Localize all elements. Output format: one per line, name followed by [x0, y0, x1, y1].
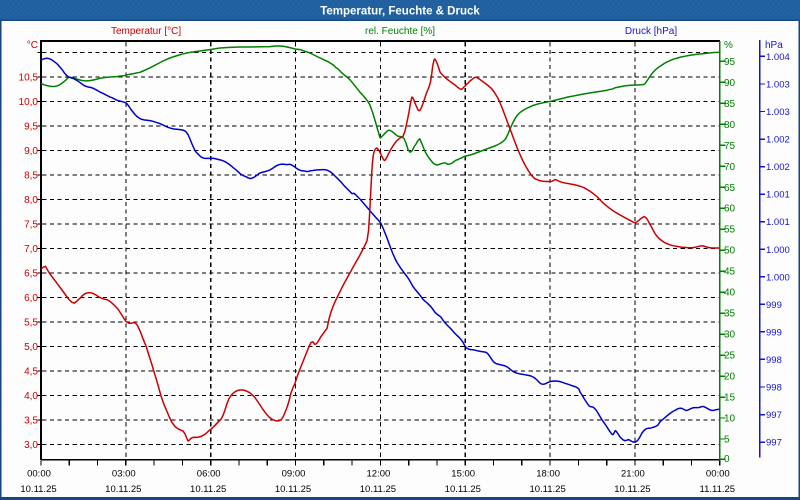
svg-text:9,5: 9,5 [24, 122, 38, 133]
svg-text:6,5: 6,5 [24, 269, 38, 280]
svg-text:999: 999 [766, 327, 782, 338]
svg-text:1.001: 1.001 [766, 217, 790, 228]
svg-text:997: 997 [766, 438, 782, 449]
svg-text:5,5: 5,5 [24, 318, 38, 329]
svg-text:03:00: 03:00 [112, 469, 136, 480]
svg-text:%: % [724, 40, 733, 51]
svg-text:10.11.25: 10.11.25 [20, 484, 56, 495]
svg-text:1.003: 1.003 [766, 107, 790, 118]
svg-text:Temperatur, Feuchte & Druck: Temperatur, Feuchte & Druck [320, 6, 480, 18]
svg-text:4,5: 4,5 [24, 367, 38, 378]
svg-text:10.11.25: 10.11.25 [190, 484, 226, 495]
svg-text:8,5: 8,5 [24, 171, 38, 182]
svg-text:95: 95 [724, 57, 736, 68]
svg-text:5,0: 5,0 [24, 342, 38, 353]
svg-text:40: 40 [724, 288, 736, 299]
svg-text:15: 15 [724, 393, 736, 404]
svg-text:30: 30 [724, 330, 736, 341]
svg-text:1.000: 1.000 [766, 272, 790, 283]
svg-text:60: 60 [724, 204, 736, 215]
svg-text:65: 65 [724, 183, 736, 194]
svg-text:10.11.25: 10.11.25 [105, 484, 141, 495]
svg-text:20: 20 [724, 372, 736, 383]
svg-text:°C: °C [27, 40, 38, 51]
svg-text:25: 25 [724, 351, 736, 362]
svg-text:10,5: 10,5 [19, 73, 39, 84]
svg-text:7,5: 7,5 [24, 220, 38, 231]
svg-text:Temperatur [°C]: Temperatur [°C] [111, 26, 181, 37]
svg-text:10.11.25: 10.11.25 [275, 484, 311, 495]
svg-text:10.11.25: 10.11.25 [529, 484, 565, 495]
svg-text:10: 10 [724, 414, 736, 425]
svg-text:hPa: hPa [765, 40, 783, 51]
svg-text:1.000: 1.000 [766, 245, 790, 256]
svg-text:9,0: 9,0 [24, 146, 38, 157]
svg-text:5: 5 [724, 435, 730, 446]
svg-text:75: 75 [724, 141, 736, 152]
svg-text:1.002: 1.002 [766, 135, 790, 146]
svg-text:09:00: 09:00 [282, 469, 306, 480]
svg-text:11.11.25: 11.11.25 [700, 484, 736, 495]
svg-text:21:00: 21:00 [621, 469, 645, 480]
svg-text:8,0: 8,0 [24, 195, 38, 206]
svg-text:55: 55 [724, 225, 736, 236]
svg-text:1.004: 1.004 [766, 52, 790, 63]
svg-text:7,0: 7,0 [24, 244, 38, 255]
svg-text:10.11.25: 10.11.25 [614, 484, 650, 495]
svg-text:3,0: 3,0 [24, 440, 38, 451]
svg-text:1.001: 1.001 [766, 190, 790, 201]
svg-text:1.003: 1.003 [766, 80, 790, 91]
svg-text:00:00: 00:00 [706, 469, 730, 480]
svg-text:45: 45 [724, 267, 736, 278]
svg-text:35: 35 [724, 309, 736, 320]
svg-text:3,5: 3,5 [24, 416, 38, 427]
svg-text:0: 0 [724, 454, 730, 465]
svg-text:999: 999 [766, 300, 782, 311]
svg-text:15:00: 15:00 [451, 469, 475, 480]
svg-text:6,0: 6,0 [24, 293, 38, 304]
svg-text:997: 997 [766, 410, 782, 421]
svg-text:4,0: 4,0 [24, 391, 38, 402]
svg-text:10,0: 10,0 [19, 97, 39, 108]
svg-text:18:00: 18:00 [536, 469, 560, 480]
svg-text:00:00: 00:00 [27, 469, 51, 480]
svg-text:998: 998 [766, 383, 782, 394]
svg-text:10.11.25: 10.11.25 [445, 484, 481, 495]
svg-text:12:00: 12:00 [367, 469, 391, 480]
svg-text:rel. Feuchte [%]: rel. Feuchte [%] [365, 26, 435, 37]
svg-text:80: 80 [724, 120, 736, 131]
svg-text:10.11.25: 10.11.25 [360, 484, 396, 495]
svg-text:1.002: 1.002 [766, 162, 790, 173]
svg-text:90: 90 [724, 78, 736, 89]
svg-text:85: 85 [724, 99, 736, 110]
svg-text:998: 998 [766, 355, 782, 366]
svg-text:50: 50 [724, 246, 736, 257]
svg-text:06:00: 06:00 [197, 469, 221, 480]
svg-text:70: 70 [724, 162, 736, 173]
svg-text:Druck [hPa]: Druck [hPa] [625, 26, 677, 37]
